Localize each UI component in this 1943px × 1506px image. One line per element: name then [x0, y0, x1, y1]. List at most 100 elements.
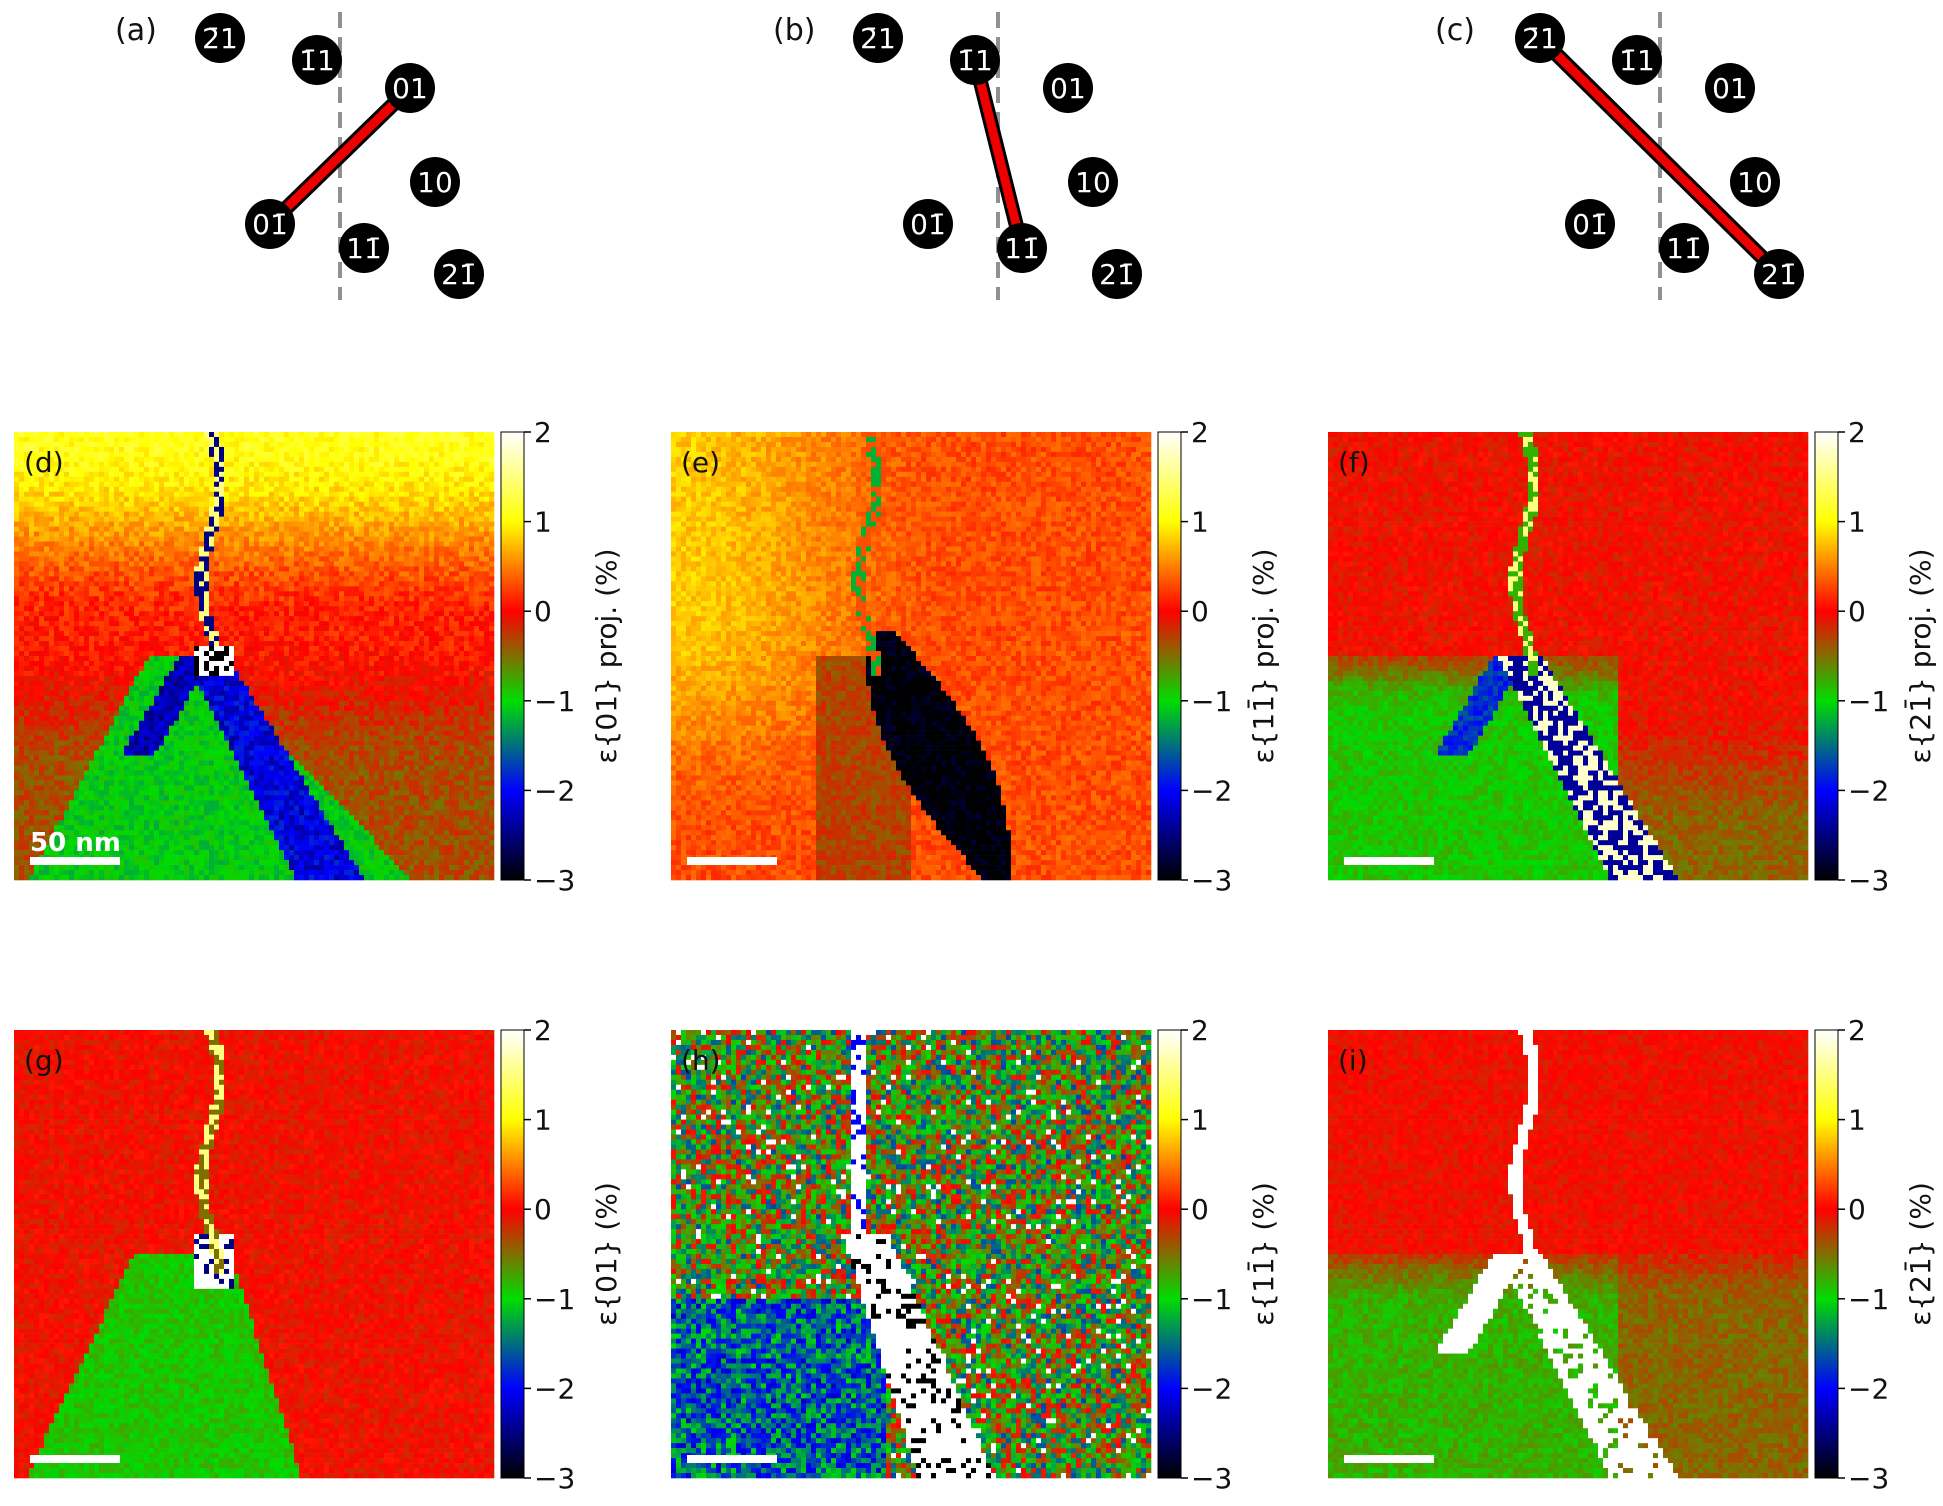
colorbar-tick-label: 0: [1848, 595, 1866, 628]
strain-map-panel-i: (i) 2 1 0 −1 −2 −3 ε{21̄} (%): [1328, 1014, 1937, 1495]
colorbar-tick-label: −1: [534, 685, 575, 718]
scale-bar: [687, 857, 777, 865]
colorbar-tick-label: −3: [1848, 864, 1889, 897]
link-bar: [270, 88, 410, 224]
colorbar-tick-label: −2: [534, 774, 575, 807]
colorbar-tick-label: 0: [1191, 1193, 1209, 1226]
panel-label: (d): [24, 446, 64, 479]
spot-label: 21̄: [1761, 258, 1797, 291]
colorbar: [1158, 432, 1181, 880]
colorbar-tick-label: −1: [1191, 685, 1232, 718]
strain-map-panel-g: (g)210−1−2−3ε{01} (%): [14, 1014, 623, 1495]
diffraction-spot: 10: [410, 157, 460, 207]
colorbar-tick-label: −2: [1848, 774, 1889, 807]
colorbar-axis-label: ε{21̄} (%): [1903, 1182, 1937, 1326]
diffraction-spot: 11̄: [339, 223, 389, 273]
colorbar-tick-label: −1: [1848, 685, 1889, 718]
scale-bar: [30, 857, 120, 865]
strain-map-panel-d: (d) 50 nm 2 1 0 −1 −2 −3 ε{01} proj. (%): [14, 416, 623, 897]
colorbar-tick-label: 1: [1191, 1104, 1209, 1137]
diffraction-spot: 21̄: [1092, 249, 1142, 299]
colorbar-tick-label: −2: [534, 1372, 575, 1405]
panel-label: (a): [115, 13, 157, 48]
colorbar-tick-label: −1: [1191, 1283, 1232, 1316]
panel-label: (f): [1338, 446, 1370, 479]
diffraction-spot: 1̄1: [292, 35, 342, 85]
diffraction-spot: 01: [385, 63, 435, 113]
strain-map-panel-f: (f)210−1−2−3ε{21̄} proj. (%): [1328, 416, 1937, 897]
colorbar-tick-label: 1: [1848, 1104, 1866, 1137]
scale-bar: [1344, 1455, 1434, 1463]
colorbar: [1158, 1030, 1181, 1478]
colorbar-tick-label: 1: [1191, 506, 1209, 539]
diffraction-spot: 11̄: [997, 223, 1047, 273]
spot-label: 1̄1: [299, 44, 335, 77]
spot-label: 1̄1: [957, 44, 993, 77]
scale-bar: [687, 1455, 777, 1463]
spot-label: 01: [1712, 72, 1748, 105]
diffraction-spot: 01: [1705, 63, 1755, 113]
colorbar-tick-label: 2: [534, 416, 552, 449]
panel-label: (b): [773, 13, 815, 48]
colorbar: [1815, 1030, 1838, 1478]
diffraction-spot: 21̄: [434, 249, 484, 299]
spot-label: 10: [1075, 166, 1111, 199]
spot-label: 01̄: [252, 208, 288, 241]
strain-map-image: [1328, 432, 1808, 880]
colorbar-axis-label: ε{01} proj. (%): [590, 548, 623, 763]
diffraction-spot: 1̄1: [1612, 35, 1662, 85]
colorbar-tick-label: 2: [1191, 416, 1209, 449]
strain-map-image: [671, 1030, 1151, 1478]
strain-map-image: [1328, 1030, 1808, 1478]
panel-label: (i): [1338, 1044, 1368, 1077]
spot-label: 11̄: [346, 232, 382, 265]
colorbar-tick-label: −3: [534, 864, 575, 897]
diffraction-spot: 01̄: [245, 199, 295, 249]
colorbar-tick-label: 2: [1191, 1014, 1209, 1047]
colorbar-tick-label: 1: [534, 1104, 552, 1137]
diagram-panel-a: (a) 2̄1 1̄1 01 01̄ 10 11̄ 21̄: [115, 12, 484, 300]
colorbar-tick-label: −3: [534, 1462, 575, 1495]
colorbar-tick-label: −1: [534, 1283, 575, 1316]
diffraction-spot: 2̄1: [1515, 13, 1565, 63]
colorbar-tick-label: 0: [534, 1193, 552, 1226]
diffraction-spot: 01̄: [1565, 199, 1615, 249]
colorbar-tick-label: −3: [1848, 1462, 1889, 1495]
diagram-panel-c: (c) 2̄1 1̄1 01 01̄ 10 11̄ 21̄: [1435, 12, 1804, 300]
strain-map-panel-e: (e)210−1−2−3ε{11̄} proj. (%): [671, 416, 1280, 897]
spot-label: 10: [1737, 166, 1773, 199]
scale-bar: [30, 1455, 120, 1463]
diffraction-spot: 1̄1: [950, 35, 1000, 85]
diffraction-spot: 10: [1730, 157, 1780, 207]
colorbar-tick-label: 0: [534, 595, 552, 628]
colorbar-axis-label: ε{01} (%): [590, 1182, 623, 1326]
strain-map-image: [671, 432, 1151, 880]
colorbar-tick-label: −1: [1848, 1283, 1889, 1316]
colorbar-tick-label: −2: [1848, 1372, 1889, 1405]
colorbar-tick-label: −3: [1191, 1462, 1232, 1495]
diffraction-spot: 2̄1: [195, 13, 245, 63]
panel-label: (g): [24, 1044, 64, 1077]
panel-label: (c): [1435, 13, 1475, 48]
colorbar-tick-label: 1: [534, 506, 552, 539]
spot-label: 2̄1: [202, 22, 238, 55]
colorbar-axis-label: ε{11̄} (%): [1246, 1182, 1280, 1326]
diffraction-spot: 01̄: [903, 199, 953, 249]
spot-label: 2̄1: [860, 22, 896, 55]
colorbar-axis-label: ε{11̄} proj. (%): [1246, 548, 1280, 763]
spot-label: 21̄: [441, 258, 477, 291]
spot-label: 2̄1: [1522, 22, 1558, 55]
diffraction-spot: 11̄: [1659, 223, 1709, 273]
colorbar-tick-label: 0: [1848, 1193, 1866, 1226]
panel-label: (e): [681, 446, 720, 479]
colorbar-tick-label: 2: [1848, 1014, 1866, 1047]
scale-bar-label: 50 nm: [30, 828, 121, 858]
diffraction-spot: 2̄1: [853, 13, 903, 63]
colorbar-tick-label: −3: [1191, 864, 1232, 897]
spot-label: 1̄1: [1619, 44, 1655, 77]
spot-label: 01̄: [910, 208, 946, 241]
spot-label: 10: [417, 166, 453, 199]
colorbar-tick-label: 0: [1191, 595, 1209, 628]
